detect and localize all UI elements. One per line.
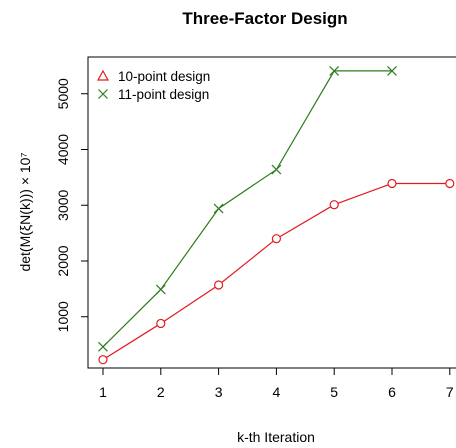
x-tick-label: 3 — [215, 384, 223, 400]
series-1 — [98, 178, 455, 365]
legend-item: 10-point design — [96, 69, 210, 84]
series-line — [102, 70, 392, 348]
x-tick-label: 2 — [157, 384, 165, 400]
legend-item: 11-point design — [98, 87, 209, 102]
data-point — [98, 355, 108, 365]
chart-title: Three-Factor Design — [182, 9, 347, 28]
series-layer — [98, 65, 455, 365]
legend-label: 11-point design — [118, 87, 209, 102]
data-point — [387, 65, 397, 76]
data-point — [329, 65, 340, 76]
data-point — [155, 284, 166, 295]
data-point — [214, 280, 224, 290]
data-point — [271, 164, 282, 175]
legend: 10-point design 11-point design — [96, 69, 210, 102]
x-tick-label: 1 — [99, 384, 107, 400]
y-tick-label: 1000 — [55, 301, 71, 332]
y-tick-label: 3000 — [55, 189, 71, 220]
series-2 — [98, 65, 397, 352]
data-point — [271, 234, 281, 244]
x-axis-label: k-th Iteration — [237, 429, 315, 445]
y-tick-label: 2000 — [55, 245, 71, 276]
y-tick-label: 5000 — [55, 78, 71, 109]
y-axis-label: det(M(ξN(k))) × 10⁷ — [17, 152, 33, 271]
data-point — [329, 200, 339, 210]
data-point — [98, 341, 108, 352]
series-line — [102, 182, 450, 361]
data-point — [156, 318, 166, 329]
plot-frame — [87, 56, 456, 369]
x-tick-label: 5 — [330, 384, 338, 400]
legend-marker — [98, 89, 108, 99]
data-point — [445, 178, 455, 189]
y-axis: 1000 2000 3000 4000 5000 — [55, 78, 89, 332]
x-axis: 1 2 3 4 5 6 7 — [99, 367, 454, 400]
legend-marker — [96, 69, 110, 81]
data-point — [213, 203, 224, 214]
x-tick-label: 6 — [388, 384, 396, 400]
x-tick-label: 7 — [446, 384, 454, 400]
data-point — [387, 178, 397, 189]
x-tick-label: 4 — [273, 384, 281, 400]
y-tick-label: 4000 — [55, 134, 71, 165]
legend-label: 10-point design — [118, 69, 210, 84]
